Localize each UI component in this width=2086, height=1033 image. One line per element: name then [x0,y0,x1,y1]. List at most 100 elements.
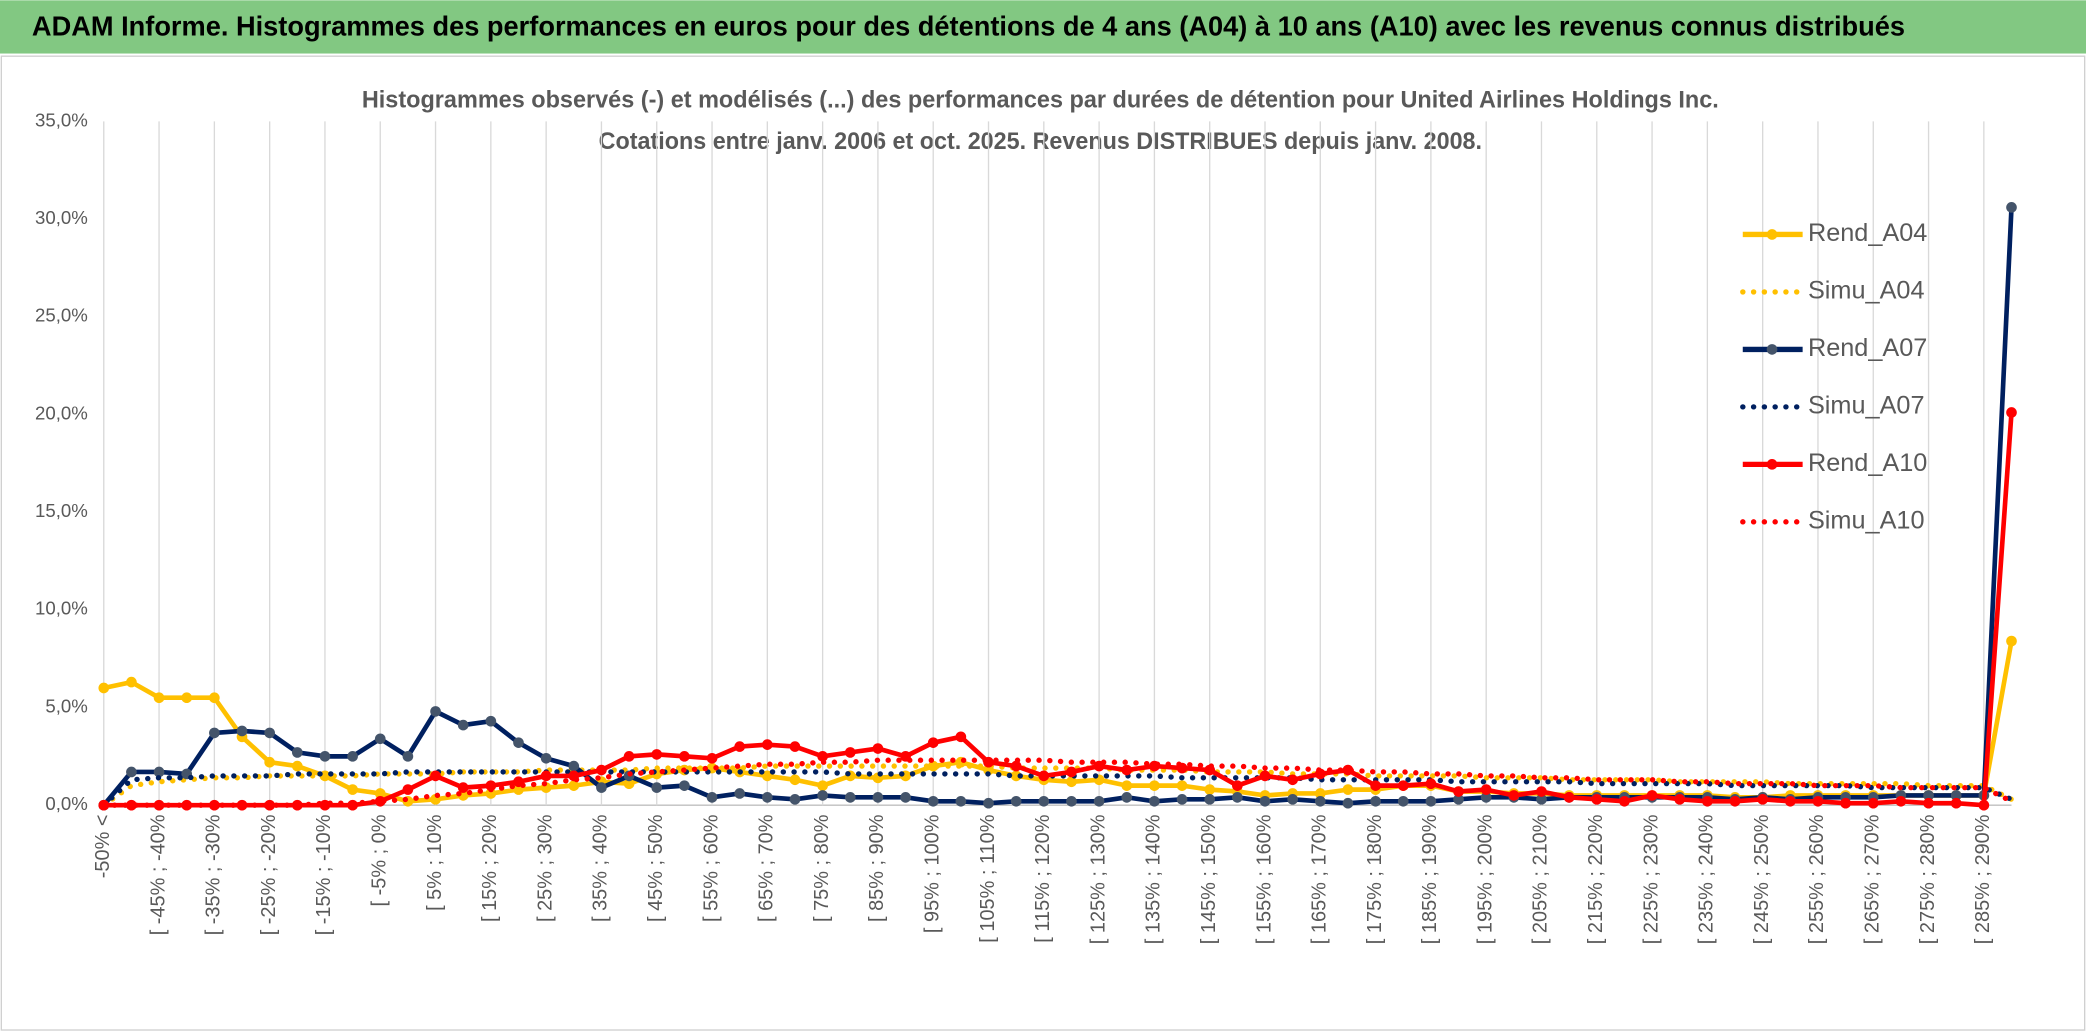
legend-label: Rend_A10 [1808,449,1927,477]
data-point [430,706,441,717]
x-tick-label: [ -25% ; -20% [258,814,280,935]
data-point [374,788,386,799]
x-tick-label: [ 95% ; 100% [921,814,943,933]
data-point [1536,786,1547,797]
x-tick-label: [ -45% ; -40% [147,814,169,935]
x-tick-label: [ 35% ; 40% [590,814,612,922]
x-tick-label: [ -15% ; -10% [313,814,335,935]
legend-label: Simu_A07 [1808,392,1925,420]
data-point [1314,795,1326,807]
chart-title: Histogrammes observés (-) et modélisés (… [362,87,1719,114]
data-point [1176,794,1188,805]
data-point [513,737,524,748]
data-point [817,790,828,801]
x-tick-label: [ 55% ; 60% [700,814,722,922]
legend-marker [1766,344,1778,355]
x-tick-label: [ 275% ; 280% [1917,814,1939,944]
data-point [1867,797,1879,809]
data-point [485,788,497,799]
data-point [374,733,386,745]
data-point [568,780,580,791]
data-point [762,770,773,782]
data-point [1425,778,1437,790]
x-tick-label: [ 75% ; 80% [811,814,833,922]
data-point [1370,780,1381,791]
data-point [1204,794,1216,805]
data-point [1342,797,1354,809]
data-point [706,792,718,803]
data-point [1840,797,1851,809]
x-tick-label: [ 235% ; 240% [1696,814,1718,944]
data-point [651,749,663,760]
y-tick-label: 20,0% [35,402,88,423]
legend-marker [1766,229,1778,240]
data-point [485,715,497,727]
chart-frame [0,55,2086,1031]
data-point [1066,776,1077,788]
data-point [264,799,275,811]
y-tick-label: 10,0% [35,598,88,619]
data-point [1287,794,1298,805]
data-point [1038,795,1050,807]
data-point [1425,795,1437,807]
x-tick-label: [ 205% ; 210% [1530,814,1552,944]
legend-label: Rend_A07 [1808,334,1927,362]
data-point [402,784,414,795]
data-point [1923,797,1934,809]
data-point [1121,764,1133,776]
x-tick-label: [ 165% ; 170% [1309,814,1331,944]
x-tick-label: -50% < [92,815,114,879]
series-line [101,207,2014,807]
data-point [347,751,358,762]
data-point [347,784,358,795]
data-point [1453,786,1464,797]
data-point [236,725,248,737]
x-tick-label: [ 285% ; 290% [1972,814,1994,944]
data-point [1066,766,1077,778]
data-point [1259,795,1271,807]
data-point [2006,202,2017,213]
data-point [1010,760,1022,772]
data-point [153,766,165,778]
data-point [955,795,967,807]
y-tick-label: 25,0% [35,305,88,326]
data-point [679,780,690,791]
data-point [1342,784,1354,795]
series-line [101,757,2015,808]
data-point [1370,795,1381,807]
data-point [1508,790,1520,801]
data-point [927,737,939,748]
data-point [1563,792,1575,803]
data-point [209,799,220,811]
x-tick-label: [ 265% ; 270% [1862,814,1884,944]
data-point [983,797,994,809]
data-point [2006,407,2017,418]
data-point [485,780,497,791]
data-point [789,774,801,786]
x-tick-label: [ 225% ; 230% [1640,814,1662,944]
data-point [1314,788,1326,799]
x-tick-label: [ 85% ; 90% [866,814,888,922]
data-point [2006,635,2017,647]
data-point [651,782,663,793]
y-tick-label: 35,0% [35,109,88,130]
y-tick-label: 5,0% [45,695,87,716]
data-point [927,760,939,772]
data-point [762,792,773,803]
x-tick-label: [ 155% ; 160% [1253,814,1275,944]
data-point [291,747,303,758]
data-point [430,770,441,782]
legend-label: Rend_A04 [1808,219,1927,247]
data-point [126,676,137,688]
data-point [264,756,275,768]
data-point [1591,794,1603,805]
x-tick-label: [ 145% ; 150% [1198,814,1220,944]
x-tick-label: [ 175% ; 180% [1364,814,1386,944]
data-point [1259,770,1271,782]
data-point [153,692,165,704]
data-point [844,792,856,803]
x-tick-label: [ 135% ; 140% [1143,814,1165,944]
data-point [706,752,718,764]
data-point [1176,780,1188,791]
